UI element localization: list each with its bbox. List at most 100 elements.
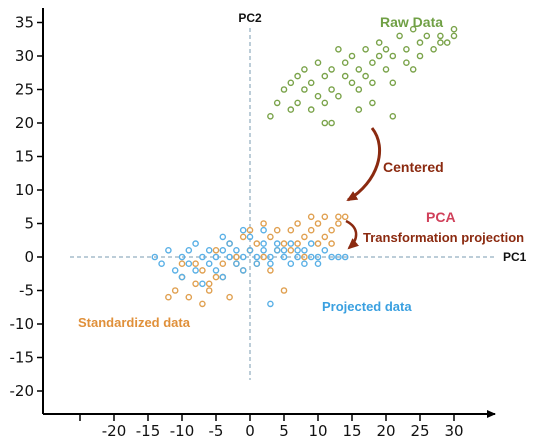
projected-point (239, 267, 247, 274)
projected-point (273, 240, 281, 247)
standardized-point (321, 233, 329, 241)
projected-point (314, 260, 322, 268)
raw-point (416, 39, 424, 46)
raw-data-annotation: Raw Data (380, 14, 443, 30)
standardized-point (328, 226, 335, 234)
standardized-point (294, 220, 301, 227)
raw-point (321, 99, 329, 107)
raw-point (409, 25, 417, 33)
projected-point (321, 246, 329, 254)
projected-point (226, 240, 233, 247)
raw-point (307, 79, 315, 87)
y-axis-ticks: 35 30 25 20 15 10 5 0 -5 -10 -15 -20 (10, 14, 43, 400)
standardized-point (287, 246, 295, 254)
y-tick-label: -10 (10, 315, 35, 333)
raw-point (294, 72, 301, 80)
projected-point (185, 246, 193, 254)
raw-point (375, 39, 383, 46)
raw-point (437, 39, 444, 46)
standardized-point (246, 226, 254, 234)
projected-point (301, 260, 308, 268)
projected-point (267, 300, 274, 308)
raw-point (369, 59, 376, 67)
projected-point (178, 273, 186, 281)
raw-point (403, 59, 410, 67)
raw-point (450, 32, 458, 40)
raw-point (321, 72, 329, 80)
projected-point (294, 253, 301, 261)
standardized-point (328, 240, 335, 247)
raw-point (396, 32, 403, 40)
standardized-point (307, 226, 315, 234)
raw-point (314, 92, 322, 100)
projected-point (199, 280, 206, 288)
x-tick-label: 0 (245, 422, 255, 440)
raw-point (355, 106, 363, 113)
projected-point (233, 246, 240, 254)
standardized-point (226, 293, 233, 301)
x-tick-label: 30 (444, 422, 463, 440)
raw-point (416, 52, 424, 60)
raw-point (301, 86, 308, 93)
projected-point (199, 253, 206, 261)
y-tick-label: 0 (24, 248, 34, 266)
standardized-point (307, 213, 315, 221)
projected-point (267, 260, 274, 268)
projected-point (253, 260, 261, 268)
raw-point (362, 72, 369, 80)
projected-point (151, 253, 159, 261)
projected-point (239, 226, 247, 234)
y-tick-label: 25 (15, 81, 34, 99)
projected-point (212, 267, 220, 274)
standardized-point (301, 253, 308, 261)
projected-point (307, 253, 315, 261)
projected-point (212, 253, 220, 261)
standardized-point (287, 226, 295, 234)
x-tick-label: -10 (170, 422, 195, 440)
x-tick-label: -20 (102, 422, 127, 440)
y-tick-label: 35 (15, 14, 34, 32)
raw-point (287, 106, 295, 113)
x-tick-label: -5 (209, 422, 224, 440)
projected-point (239, 253, 247, 261)
standardized-point (253, 240, 261, 247)
projected-point (314, 253, 322, 261)
standardized-data-annotation: Standardized data (78, 315, 191, 330)
raw-point (403, 46, 410, 53)
x-tick-label: -15 (136, 422, 161, 440)
raw-point (389, 79, 397, 87)
standardized-point (185, 293, 193, 301)
projected-point (178, 253, 186, 261)
projected-point (280, 246, 288, 254)
standardized-point (280, 287, 288, 294)
y-tick-label: -20 (10, 382, 35, 400)
raw-point (328, 86, 335, 93)
projected-point (246, 233, 254, 241)
raw-point (335, 46, 342, 53)
projected-point (335, 253, 342, 261)
projected-point (219, 246, 227, 254)
projected-point (253, 253, 261, 261)
raw-point (328, 119, 335, 127)
raw-point (314, 59, 322, 67)
raw-point (443, 39, 451, 46)
projection-curved-arrow (345, 219, 360, 250)
scatter-points (151, 25, 458, 308)
standardized-point (314, 220, 322, 227)
centered-curved-arrow (346, 127, 382, 202)
centered-annotation: Centered (383, 159, 444, 175)
projected-point (246, 246, 254, 254)
projected-point (205, 260, 213, 268)
raw-point (362, 46, 369, 53)
standardized-point (301, 233, 308, 241)
raw-point (348, 79, 356, 87)
standardized-point (280, 240, 288, 247)
standardized-point (192, 260, 199, 268)
standardized-point (273, 226, 281, 234)
projected-point (260, 240, 267, 247)
projected-point (301, 246, 308, 254)
x-tick-label: 15 (342, 422, 361, 440)
standardized-point (314, 240, 322, 247)
projected-point (171, 267, 179, 274)
